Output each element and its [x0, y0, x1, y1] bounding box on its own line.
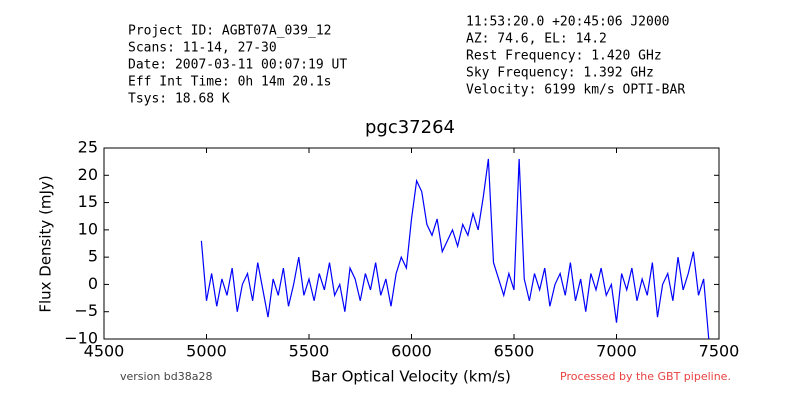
version-note: version bd38a28	[120, 370, 213, 383]
header-line: Velocity: 6199 km/s OPTI-BAR	[466, 83, 685, 98]
x-tick-label: 6500	[494, 342, 535, 361]
header-line: AZ: 74.6, EL: 14.2	[466, 32, 607, 47]
header-line: 11:53:20.0 +20:45:06 J2000	[466, 15, 670, 30]
x-tick-label: 7000	[596, 342, 637, 361]
x-tick-label: 4500	[84, 342, 125, 361]
y-tick-label: 20	[78, 165, 98, 184]
x-tick-label: 5000	[186, 342, 227, 361]
plot-frame	[103, 147, 720, 340]
header-line: Tsys: 18.68 K	[128, 92, 230, 107]
y-tick-label: 10	[78, 219, 98, 238]
y-tick-label: −5	[74, 301, 98, 320]
y-tick-label: 0	[88, 274, 98, 293]
y-axis-label: Flux Density (mJy)	[37, 175, 55, 312]
y-tick-label: 5	[88, 247, 98, 266]
x-tick-label: 5500	[289, 342, 330, 361]
x-tick-label: 6000	[391, 342, 432, 361]
header-line: Scans: 11-14, 27-30	[128, 41, 277, 56]
x-axis-label: Bar Optical Velocity (km/s)	[311, 368, 511, 386]
spectrum-line	[200, 158, 710, 340]
header-line: Sky Frequency: 1.392 GHz	[466, 66, 654, 81]
y-tick-label: 15	[78, 192, 98, 211]
header-line: Rest Frequency: 1.420 GHz	[466, 49, 662, 64]
header-line: Eff Int Time: 0h 14m 20.1s	[128, 75, 332, 90]
y-tick-label: −10	[64, 329, 98, 348]
y-tick-label: 25	[78, 138, 98, 157]
x-tick-label: 7500	[699, 342, 740, 361]
pipeline-note: Processed by the GBT pipeline.	[560, 370, 731, 383]
header-line: Project ID: AGBT07A_039_12	[128, 24, 332, 39]
header-line: Date: 2007-03-11 00:07:19 UT	[128, 58, 347, 73]
chart-title: pgc37264	[365, 117, 455, 138]
